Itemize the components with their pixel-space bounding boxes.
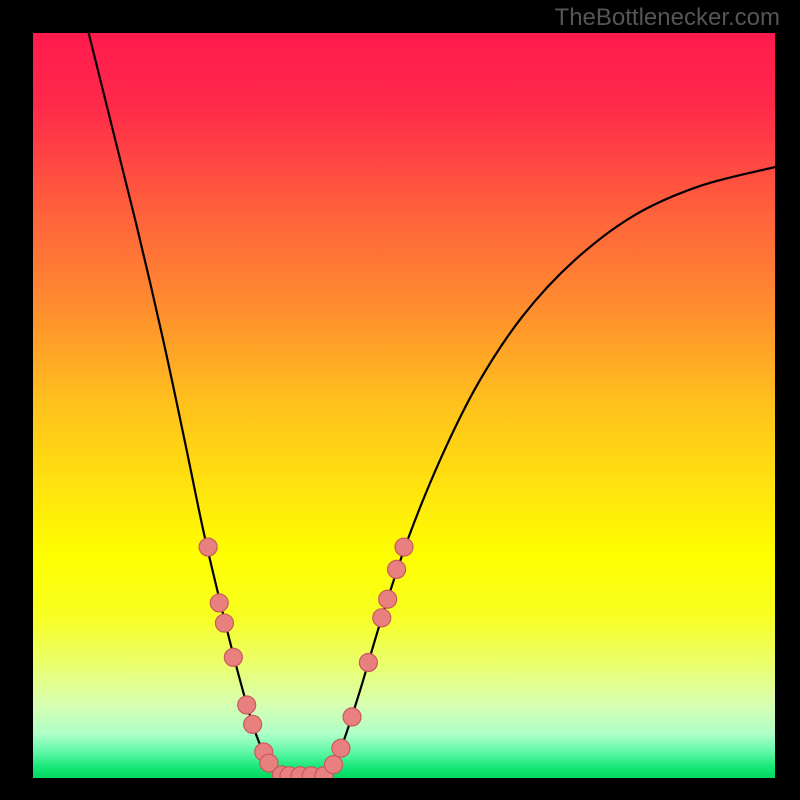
- watermark-text: TheBottlenecker.com: [555, 4, 780, 32]
- data-point-marker: [373, 609, 391, 627]
- canvas-root: TheBottlenecker.com: [0, 0, 800, 800]
- data-point-marker: [224, 648, 242, 666]
- curve-layer: [33, 33, 775, 778]
- data-point-marker: [395, 538, 413, 556]
- data-point-marker: [379, 590, 397, 608]
- data-point-marker: [215, 614, 233, 632]
- bottleneck-curve: [89, 33, 775, 778]
- data-point-marker: [332, 739, 350, 757]
- data-point-marker: [343, 708, 361, 726]
- data-point-marker: [325, 756, 343, 774]
- data-point-marker: [210, 594, 228, 612]
- plot-area: [33, 33, 775, 778]
- data-point-marker: [359, 654, 377, 672]
- data-point-marker: [244, 715, 262, 733]
- data-point-marker: [388, 560, 406, 578]
- data-point-marker: [199, 538, 217, 556]
- data-point-marker: [238, 696, 256, 714]
